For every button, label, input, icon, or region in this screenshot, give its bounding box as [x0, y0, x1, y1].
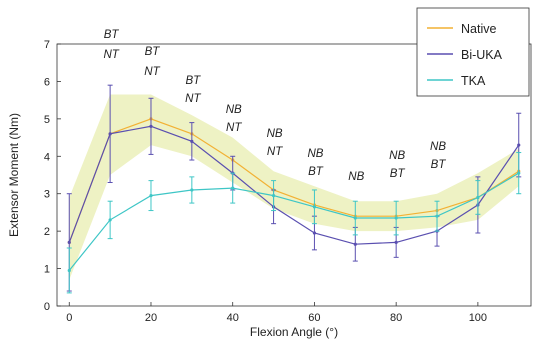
x-tick-label: 100: [469, 312, 487, 324]
legend-label: Bi-UKA: [461, 48, 503, 62]
x-axis-title: Flexion Angle (°): [250, 325, 338, 339]
data-point: [67, 268, 71, 273]
data-point: [108, 218, 112, 222]
data-point: [517, 171, 521, 175]
annotation-text: NT: [226, 122, 242, 134]
data-point: [190, 188, 194, 192]
y-tick-label: 1: [44, 264, 50, 276]
annotation-text: BT: [185, 75, 201, 87]
data-point: [312, 205, 317, 209]
annotation-text: NB: [430, 141, 446, 153]
y-tick-label: 5: [44, 114, 50, 126]
data-point: [149, 124, 153, 128]
significance-annotation: NB: [348, 171, 364, 183]
x-tick-label: 80: [390, 312, 402, 324]
native-band: [69, 94, 519, 280]
annotation-text: NT: [185, 93, 201, 105]
data-point: [231, 186, 235, 190]
y-tick-label: 7: [44, 39, 50, 51]
y-tick-label: 2: [44, 226, 50, 238]
annotation-text: NB: [348, 171, 364, 183]
data-point: [149, 193, 153, 198]
y-tick-label: 4: [44, 151, 50, 163]
y-axis-title: Extensor Moment (Nm): [7, 113, 21, 237]
y-tick-label: 6: [44, 76, 50, 88]
annotation-text: NB: [226, 104, 242, 116]
significance-annotation: BT NT: [103, 29, 119, 61]
confidence-band-layer: [69, 94, 519, 280]
series-line: [68, 125, 520, 245]
series-line: [68, 118, 520, 243]
annotation-text: BT: [145, 46, 161, 58]
x-tick-label: 20: [145, 312, 157, 324]
data-point: [394, 240, 398, 244]
annotation-text: BT: [308, 166, 324, 178]
plot-frame: [56, 43, 532, 307]
annotation-text: NT: [267, 146, 283, 158]
data-point: [108, 132, 112, 136]
annotation-text: BT: [431, 159, 447, 171]
annotation-text: NT: [103, 49, 119, 61]
significance-annotation: NB NT: [267, 128, 284, 158]
significance-annotation: NB NT: [226, 104, 243, 134]
annotations: BT NT BT NT BT NT NB NT NB NT NB BT NB NB BT NB BT: [103, 29, 446, 183]
significance-annotation: NB BT: [389, 150, 405, 180]
axes: 0 1 2 3 4 5 6 7 0 20 40 60 80 100: [44, 39, 532, 324]
data-point: [353, 242, 357, 246]
annotation-text: NB: [267, 128, 283, 140]
significance-annotation: NB BT: [430, 141, 446, 171]
data-point: [67, 240, 71, 244]
data-point: [435, 214, 439, 218]
y-tick-label: 3: [44, 189, 50, 201]
annotation-text: BT: [390, 168, 406, 180]
x-tick-label: 60: [308, 312, 320, 324]
data-point: [517, 143, 521, 147]
series-layer: [66, 84, 522, 294]
series-tka: [66, 152, 522, 294]
legend-label: TKA: [461, 74, 486, 88]
annotation-text: BT: [104, 29, 120, 41]
series-line: [68, 172, 520, 271]
annotation-text: NT: [144, 66, 160, 78]
x-tick-label: 0: [66, 312, 72, 324]
significance-annotation: BT NT: [185, 75, 201, 105]
legend-box: [416, 7, 530, 97]
data-point: [394, 216, 398, 220]
data-point: [312, 231, 317, 235]
annotation-text: NB: [307, 148, 323, 160]
x-tick-label: 40: [227, 312, 239, 324]
data-point: [271, 193, 276, 198]
data-point: [190, 139, 194, 143]
significance-annotation: BT NT: [144, 46, 160, 78]
y-tick-label: 0: [44, 301, 50, 313]
data-point: [353, 216, 357, 220]
legend-label: Native: [461, 22, 496, 36]
significance-annotation: NB BT: [307, 148, 323, 178]
data-point: [476, 195, 480, 200]
annotation-text: NB: [389, 150, 405, 162]
legend: Native Bi-UKA TKA: [416, 7, 530, 97]
